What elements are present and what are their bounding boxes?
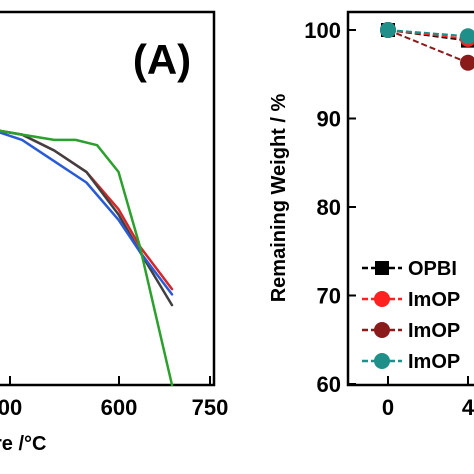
panel-b-data-point [460, 28, 474, 45]
panel-b-data-point [460, 54, 474, 71]
legend-entry-label: ImOP [408, 289, 460, 311]
panel-b-y-tick-label: 60 [317, 372, 341, 397]
legend-marker [374, 353, 390, 369]
panel-a-series-group [0, 129, 174, 387]
panel-b-x-tick-label: 4 [462, 395, 474, 420]
legend-entry-label: OPBI [408, 258, 457, 280]
panel-b-y-tick-label: 70 [317, 284, 341, 309]
legend: OPBI ImOP ImOP ImOP [362, 258, 460, 373]
panel-a-x-tick-label: 600 [101, 395, 138, 420]
panel-b-x-tick-label: 0 [382, 395, 394, 420]
legend-marker [375, 261, 389, 275]
panel-a-series-line-1 [0, 129, 174, 291]
panel-a-x-tick-label: 00 [0, 395, 22, 420]
panel-a: 00 600 750 (A) re /°C [0, 10, 228, 455]
panel-a-x-ticks: 00 600 750 [0, 376, 228, 420]
panel-b-y-tick-label: 90 [317, 107, 341, 132]
panel-b-y-ticks: 100 90 80 70 60 [304, 18, 356, 397]
panel-b-data-point [380, 22, 396, 38]
legend-entry-label: ImOP [408, 351, 460, 373]
panel-b-series-group [380, 22, 474, 71]
panel-a-x-axis-title: re /°C [0, 433, 46, 455]
panel-a-label: (A) [133, 36, 191, 83]
legend-marker [374, 322, 390, 338]
panel-b-plot-frame [346, 10, 474, 387]
panel-a-x-tick-label: 750 [192, 395, 229, 420]
legend-marker [374, 291, 390, 307]
panel-b-y-tick-label: 100 [304, 18, 341, 43]
panel-a-plot-frame [0, 10, 216, 387]
panel-b-y-tick-label: 80 [317, 195, 341, 220]
panel-b-y-axis-title: Remaining Weight / % [268, 94, 290, 303]
panel-a-series-line-4 [0, 129, 174, 387]
legend-entry-label: ImOP [408, 320, 460, 342]
